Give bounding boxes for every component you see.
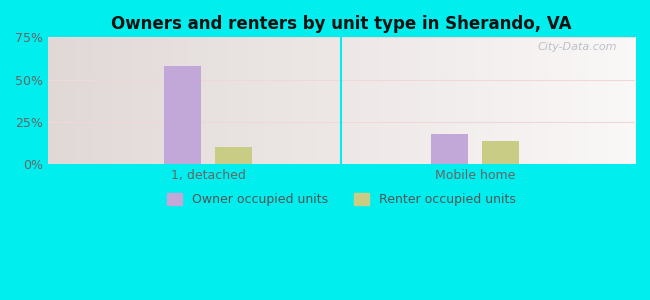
Bar bbox=[482, 140, 519, 164]
Text: City-Data.com: City-Data.com bbox=[538, 42, 617, 52]
Title: Owners and renters by unit type in Sherando, VA: Owners and renters by unit type in Shera… bbox=[111, 15, 572, 33]
Bar bbox=[214, 147, 252, 164]
Bar bbox=[164, 66, 202, 164]
Legend: Owner occupied units, Renter occupied units: Owner occupied units, Renter occupied un… bbox=[162, 188, 521, 211]
Bar bbox=[431, 134, 468, 164]
